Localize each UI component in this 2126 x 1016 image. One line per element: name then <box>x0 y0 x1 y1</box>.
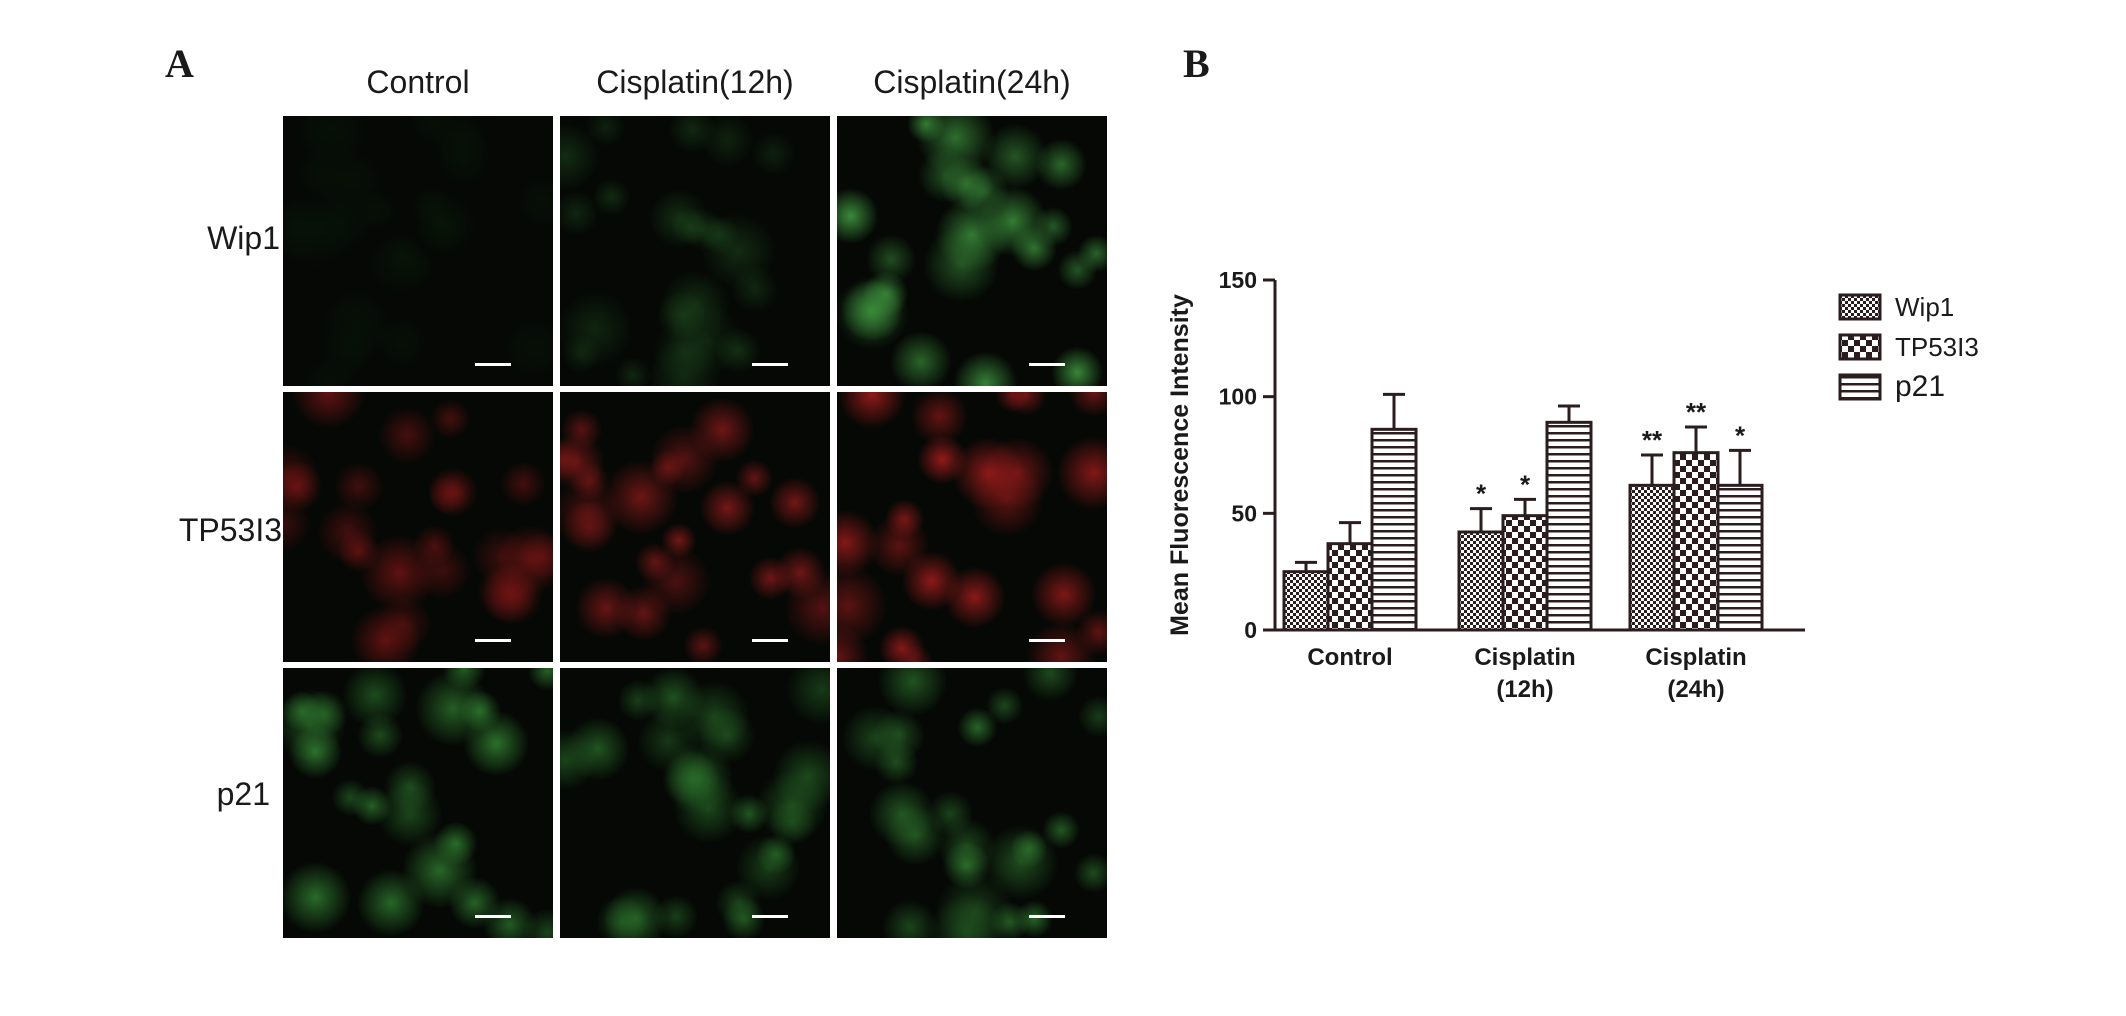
y-tick-label: 150 <box>1219 267 1257 293</box>
significance-marker: ** <box>1686 397 1707 427</box>
micrograph-wip1-control <box>283 116 553 386</box>
y-tick-label: 0 <box>1244 617 1257 643</box>
legend-label-wip1: Wip1 <box>1895 292 1954 322</box>
micrograph-wip1-cisplatin-12h <box>560 116 830 386</box>
y-tick-label: 50 <box>1231 500 1257 526</box>
bar-p21-2 <box>1716 483 1764 632</box>
scale-bar <box>752 363 788 366</box>
legend-label-tp53i3: TP53I3 <box>1895 332 1979 362</box>
bar-tp53i3-2 <box>1672 451 1720 632</box>
category-label-0: Control <box>1307 644 1392 671</box>
column-header-cisplatin-24h: Cisplatin(24h) <box>873 64 1071 100</box>
bar-wip1-2 <box>1628 483 1676 632</box>
row-label-wip1: Wip1 <box>207 220 280 256</box>
micrograph-wip1-cisplatin-24h <box>837 116 1107 386</box>
bar-p21-0 <box>1370 427 1418 632</box>
bar-tp53i3-0 <box>1326 542 1374 632</box>
bar-wip1-1 <box>1457 530 1505 632</box>
legend-swatch-p21 <box>1838 373 1882 401</box>
micrograph-p21-cisplatin-24h <box>837 668 1107 938</box>
bar-tp53i3-1 <box>1501 514 1549 632</box>
row-label-tp53i3: TP53I3 <box>178 512 282 548</box>
scale-bar <box>752 915 788 918</box>
scale-bar <box>752 639 788 642</box>
y-tick-label: 100 <box>1219 384 1257 410</box>
column-header-control: Control <box>366 64 470 100</box>
category-label-1: (12h) <box>1496 676 1553 703</box>
legend-swatch-tp53i3 <box>1838 333 1882 361</box>
scale-bar <box>475 363 511 366</box>
bar-p21-1 <box>1545 420 1593 632</box>
significance-marker: ** <box>1642 425 1663 455</box>
micrograph-p21-cisplatin-12h <box>560 668 830 938</box>
micrograph-tp53i3-cisplatin-24h <box>837 392 1107 662</box>
row-label-p21: p21 <box>216 776 270 812</box>
panel-a-label: A <box>165 41 194 86</box>
scale-bar <box>475 639 511 642</box>
legend-label-p21: p21 <box>1895 370 1945 403</box>
significance-marker: * <box>1520 469 1531 499</box>
category-label-2: Cisplatin <box>1645 644 1746 671</box>
bar-wip1-0 <box>1282 570 1330 632</box>
y-axis-label: Mean Fluorescence Intensity <box>1166 294 1194 636</box>
scale-bar <box>1029 915 1065 918</box>
scale-bar <box>475 915 511 918</box>
micrograph-tp53i3-control <box>283 392 553 662</box>
category-label-2: (24h) <box>1667 676 1724 703</box>
column-header-cisplatin-12h: Cisplatin(12h) <box>596 64 794 100</box>
significance-marker: * <box>1476 479 1487 509</box>
legend-swatch-wip1 <box>1838 293 1882 321</box>
panel-b-label: B <box>1183 41 1210 86</box>
significance-marker: * <box>1735 420 1746 450</box>
micrograph-tp53i3-cisplatin-12h <box>560 392 830 662</box>
micrograph-p21-control <box>283 668 553 938</box>
category-label-1: Cisplatin <box>1474 644 1575 671</box>
scale-bar <box>1029 363 1065 366</box>
scale-bar <box>1029 639 1065 642</box>
